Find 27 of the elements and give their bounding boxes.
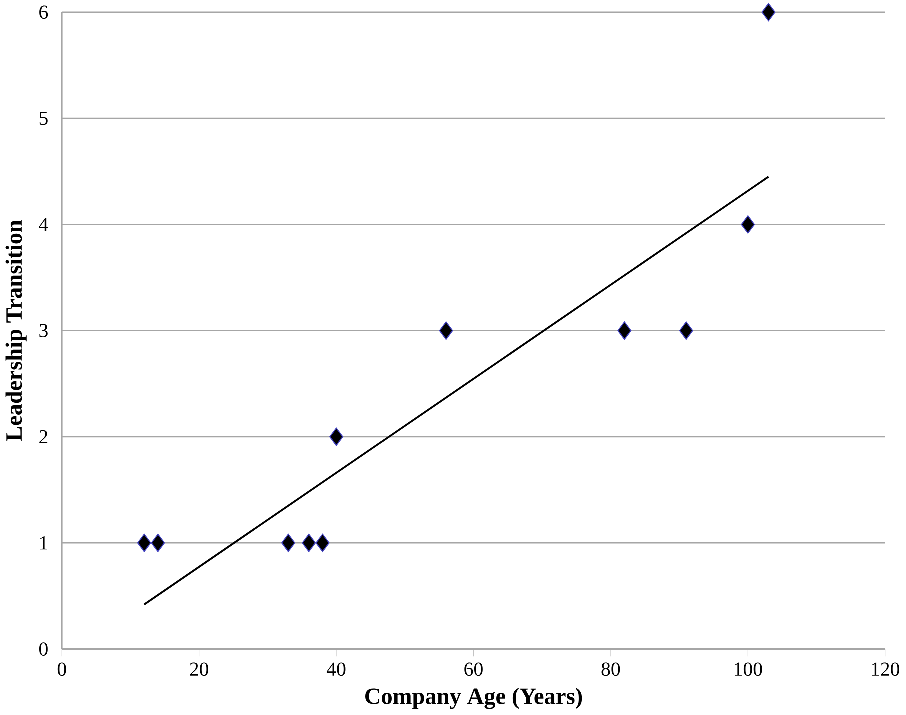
point — [137, 534, 152, 552]
point — [618, 322, 632, 340]
point — [302, 534, 316, 552]
x-tick-label: 20 — [190, 662, 208, 676]
x-axis-title: Company Age (Years) — [366, 688, 582, 710]
y-tick-label: 4 — [39, 218, 48, 232]
x-tick-label: 60 — [464, 662, 483, 676]
y-tick-label: 0 — [39, 642, 48, 656]
x-tick-label: 100 — [735, 662, 762, 676]
point — [679, 322, 694, 340]
point — [762, 3, 776, 22]
point — [316, 534, 330, 552]
x-tick-label: 40 — [326, 662, 346, 676]
x-tick-label: 80 — [602, 662, 620, 676]
y-axis-title: Leadership Transition — [6, 220, 27, 442]
x-tick-label: 0 — [58, 662, 66, 676]
y-tick-label: 1 — [40, 536, 48, 550]
point — [330, 428, 344, 446]
point — [741, 216, 756, 234]
point — [151, 534, 166, 552]
y-tick-label: 6 — [40, 6, 48, 20]
y-tick-label: 3 — [40, 324, 48, 338]
y-tick-label: 2 — [40, 430, 48, 444]
y-tick-label: 5 — [40, 112, 48, 126]
point — [439, 322, 454, 340]
x-tick-label: 120 — [872, 662, 900, 676]
point — [282, 534, 296, 552]
